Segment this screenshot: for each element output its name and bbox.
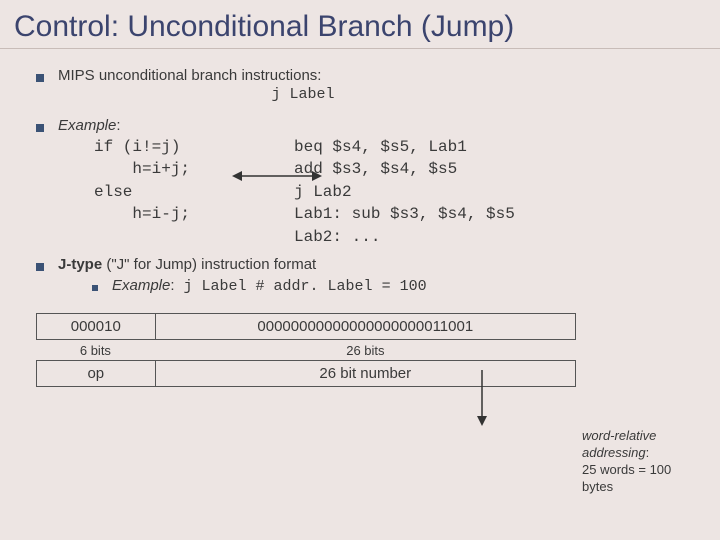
slide-title: Control: Unconditional Branch (Jump) (0, 0, 720, 49)
example-code-block: if (i!=j) h=i+j; else h=i-j; beq $s4, $s… (94, 136, 690, 248)
c-code: if (i!=j) h=i+j; else h=i-j; (94, 136, 294, 248)
example-colon: : (116, 117, 120, 134)
addressing-note: word-relative addressing: 25 words = 100… (582, 428, 702, 496)
sub-bullet-example: Example: j Label # addr. Label = 100 (92, 277, 690, 295)
note-colon: : (646, 445, 650, 460)
bullet-icon (36, 263, 44, 271)
sub-example-code: j Label # addr. Label = 100 (175, 278, 427, 295)
slide-content: MIPS unconditional branch instructions: … (0, 49, 720, 295)
note-l3: 25 words = 100 bytes (582, 462, 671, 494)
asm-code: beq $s4, $s5, Lab1 add $s3, $s4, $s5 j L… (294, 136, 515, 248)
bullet-icon (92, 285, 98, 291)
down-arrow-icon (476, 368, 516, 428)
op-name-cell: op (37, 360, 156, 386)
bullet-example: Example: (36, 117, 690, 134)
op-width: 6 bits (36, 343, 155, 358)
jtype-rest: ("J" for Jump) instruction format (102, 256, 316, 273)
sub-example-label: Example (112, 277, 170, 294)
bullet-icon (36, 124, 44, 132)
bit-width-row: 6 bits 26 bits (36, 343, 576, 358)
bullet1-text: MIPS unconditional branch instructions: (58, 67, 321, 84)
double-arrow-icon (232, 166, 322, 186)
example-label: Example (58, 117, 116, 134)
bullet-mips-intro: MIPS unconditional branch instructions: (36, 67, 690, 84)
bullet1-code: j Label (0, 86, 690, 103)
bullet-jtype: J-type ("J" for Jump) instruction format (36, 256, 690, 273)
note-l1: word-relative (582, 428, 656, 443)
addr-bits-cell: 00000000000000000000011001 (155, 313, 575, 339)
bullet-icon (36, 74, 44, 82)
op-bits-cell: 000010 (37, 313, 156, 339)
jtype-bold: J-type (58, 256, 102, 273)
addr-width: 26 bits (155, 343, 576, 358)
note-l2: addressing (582, 445, 646, 460)
